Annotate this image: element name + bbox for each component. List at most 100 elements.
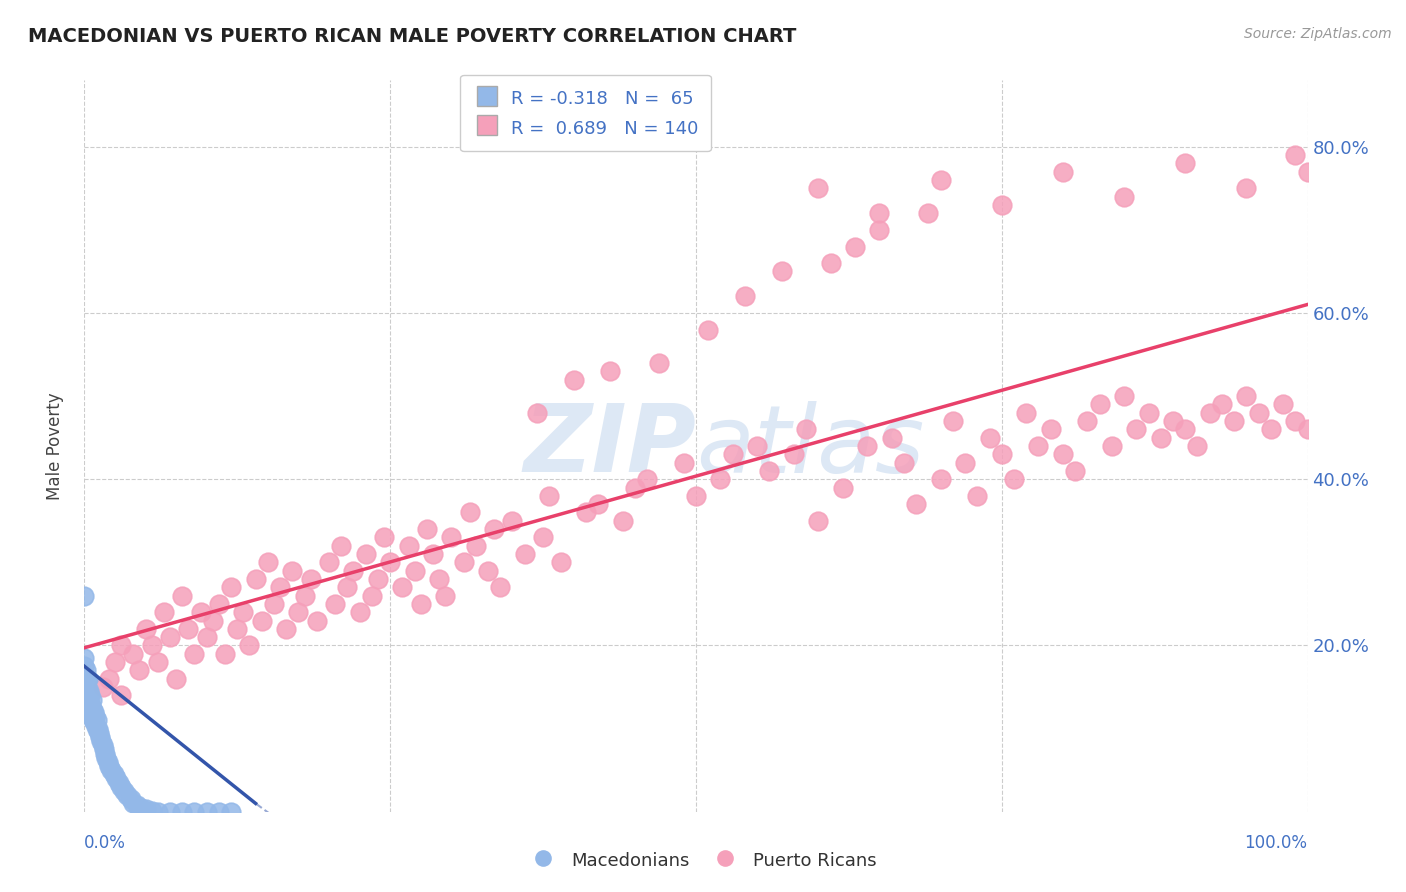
Point xyxy=(599,364,621,378)
Point xyxy=(75,680,97,694)
Point xyxy=(82,714,104,728)
Point xyxy=(636,472,658,486)
Point xyxy=(77,705,100,719)
Point xyxy=(238,639,260,653)
Point xyxy=(146,655,169,669)
Point xyxy=(75,664,97,678)
Point xyxy=(135,802,157,816)
Point xyxy=(172,805,194,819)
Point xyxy=(79,705,101,719)
Point xyxy=(1260,422,1282,436)
Point xyxy=(342,564,364,578)
Point xyxy=(1223,414,1246,428)
Text: Source: ZipAtlas.com: Source: ZipAtlas.com xyxy=(1244,27,1392,41)
Point xyxy=(807,514,830,528)
Point xyxy=(159,630,181,644)
Point xyxy=(434,589,457,603)
Point xyxy=(953,456,976,470)
Point xyxy=(464,539,486,553)
Point xyxy=(1272,397,1295,411)
Point xyxy=(90,734,112,748)
Text: ZIP: ZIP xyxy=(523,400,696,492)
Point xyxy=(807,181,830,195)
Point xyxy=(1211,397,1233,411)
Point xyxy=(929,173,952,187)
Point xyxy=(991,198,1014,212)
Point xyxy=(281,564,304,578)
Point xyxy=(1161,414,1184,428)
Point xyxy=(330,539,353,553)
Point xyxy=(94,747,117,761)
Point xyxy=(73,684,96,698)
Point xyxy=(76,689,98,703)
Point xyxy=(1296,422,1319,436)
Point xyxy=(1150,431,1173,445)
Point xyxy=(77,697,100,711)
Point xyxy=(734,289,756,303)
Point xyxy=(250,614,273,628)
Point xyxy=(318,555,340,569)
Point xyxy=(120,792,142,806)
Point xyxy=(76,680,98,694)
Point xyxy=(115,788,138,802)
Point xyxy=(122,647,145,661)
Text: 100.0%: 100.0% xyxy=(1244,834,1308,852)
Point xyxy=(538,489,561,503)
Point xyxy=(125,798,148,813)
Legend: R = -0.318   N =  65, R =  0.689   N = 140: R = -0.318 N = 65, R = 0.689 N = 140 xyxy=(460,75,711,152)
Point xyxy=(893,456,915,470)
Point xyxy=(880,431,903,445)
Point xyxy=(697,323,720,337)
Point xyxy=(107,775,129,789)
Point xyxy=(87,722,110,736)
Point xyxy=(831,481,853,495)
Point xyxy=(100,763,122,777)
Point xyxy=(104,655,127,669)
Point xyxy=(612,514,634,528)
Point xyxy=(73,676,96,690)
Point xyxy=(86,722,108,736)
Point xyxy=(323,597,346,611)
Point xyxy=(373,530,395,544)
Point xyxy=(453,555,475,569)
Point xyxy=(929,472,952,486)
Point xyxy=(257,555,280,569)
Point xyxy=(422,547,444,561)
Point xyxy=(214,647,236,661)
Point xyxy=(80,692,103,706)
Point xyxy=(1039,422,1062,436)
Text: MACEDONIAN VS PUERTO RICAN MALE POVERTY CORRELATION CHART: MACEDONIAN VS PUERTO RICAN MALE POVERTY … xyxy=(28,27,796,45)
Point xyxy=(84,709,107,723)
Point xyxy=(360,589,382,603)
Point xyxy=(672,456,695,470)
Point xyxy=(87,725,110,739)
Point xyxy=(153,605,176,619)
Point xyxy=(84,717,107,731)
Point xyxy=(79,689,101,703)
Point xyxy=(354,547,377,561)
Point xyxy=(416,522,439,536)
Point xyxy=(575,506,598,520)
Point xyxy=(1015,406,1038,420)
Point xyxy=(1002,472,1025,486)
Point xyxy=(73,667,96,681)
Point xyxy=(86,714,108,728)
Point xyxy=(758,464,780,478)
Point xyxy=(141,804,163,818)
Point xyxy=(77,672,100,686)
Point xyxy=(1284,414,1306,428)
Point xyxy=(991,447,1014,461)
Point xyxy=(502,514,524,528)
Point xyxy=(97,672,120,686)
Point xyxy=(404,564,426,578)
Point xyxy=(177,622,200,636)
Point xyxy=(398,539,420,553)
Point xyxy=(80,701,103,715)
Point xyxy=(1101,439,1123,453)
Point xyxy=(482,522,505,536)
Point xyxy=(1064,464,1087,478)
Point xyxy=(141,639,163,653)
Point xyxy=(159,805,181,819)
Point xyxy=(1114,389,1136,403)
Point xyxy=(183,647,205,661)
